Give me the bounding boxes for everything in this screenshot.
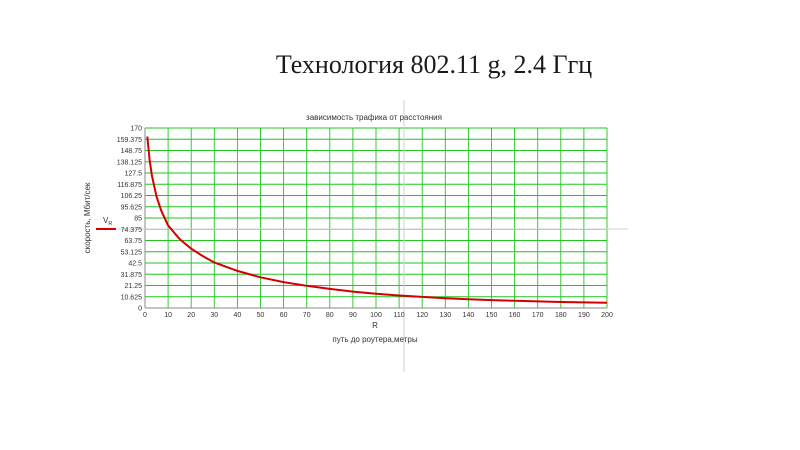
- y-tick-label: 0: [138, 306, 142, 313]
- x-axis-variable: R: [372, 321, 378, 330]
- x-tick-labels: 0 10 20 30 40 50 60 70 80 90 100 110 120 130 140 150 160…: [143, 312, 613, 319]
- x-tick-label: 100: [370, 312, 382, 319]
- y-tick-label: 170: [130, 126, 142, 133]
- legend-variable: VR: [103, 216, 112, 227]
- y-tick-label: 106.25: [121, 193, 143, 200]
- y-axis-label: скорость, Мбит/сек: [83, 182, 92, 253]
- y-tick-label: 138.125: [117, 159, 142, 166]
- x-tick-label: 80: [326, 312, 334, 319]
- x-tick-label: 30: [210, 312, 218, 319]
- y-tick-label: 127.5: [124, 171, 142, 178]
- x-tick-label: 110: [394, 312, 405, 319]
- x-tick-label: 0: [143, 312, 147, 319]
- x-tick-label: 90: [349, 312, 357, 319]
- y-tick-label: 85: [134, 216, 142, 223]
- x-tick-label: 190: [578, 312, 590, 319]
- x-axis-label: путь до роутера,метры: [332, 335, 417, 344]
- x-tick-label: 20: [187, 312, 195, 319]
- x-tick-label: 40: [234, 312, 242, 319]
- y-tick-labels: 0 10.625 21.25 31.875 42.5 53.125 63.75 74.375 8…: [117, 126, 142, 313]
- y-tick-label: 63.75: [124, 238, 142, 245]
- x-tick-label: 160: [509, 312, 521, 319]
- y-tick-label: 116.875: [117, 182, 142, 189]
- x-tick-label: 70: [303, 312, 311, 319]
- y-tick-label: 53.125: [121, 249, 143, 256]
- x-tick-label: 50: [257, 312, 265, 319]
- chart-grid: [144, 127, 608, 309]
- x-tick-label: 170: [532, 312, 544, 319]
- x-tick-label: 120: [416, 312, 428, 319]
- x-tick-label: 180: [555, 312, 567, 319]
- chart-legend: VR: [96, 216, 116, 230]
- y-tick-label: 31.875: [121, 272, 143, 279]
- chart-crosshair: [118, 100, 628, 372]
- y-tick-label: 10.625: [121, 294, 143, 301]
- y-tick-label: 159.375: [117, 137, 142, 144]
- y-tick-label: 21.25: [124, 283, 142, 290]
- x-tick-label: 140: [463, 312, 475, 319]
- x-tick-label: 200: [601, 312, 613, 319]
- y-tick-label: 148.75: [121, 148, 143, 155]
- x-tick-label: 130: [439, 312, 451, 319]
- y-tick-label: 42.5: [128, 261, 142, 268]
- y-tick-label: 74.375: [121, 227, 143, 234]
- x-tick-label: 10: [164, 312, 172, 319]
- chart-title: зависимость трафика от расстояния: [306, 113, 442, 122]
- x-tick-label: 60: [280, 312, 288, 319]
- x-tick-label: 150: [486, 312, 498, 319]
- slide-title: Технология 802.11 g, 2.4 Ггц: [275, 50, 593, 79]
- y-tick-label: 95.625: [121, 204, 143, 211]
- series-line: [146, 136, 608, 304]
